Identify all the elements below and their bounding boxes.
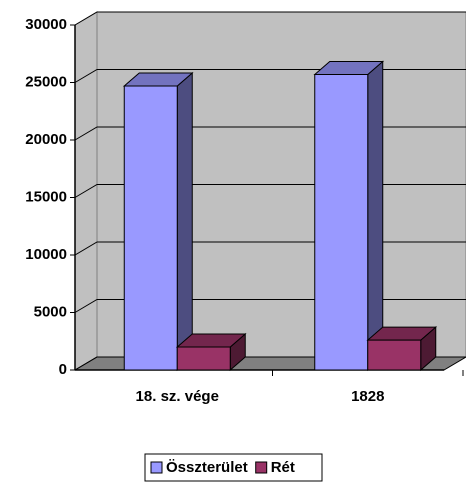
y-tick-label: 5000 [34,303,67,320]
grid-line [74,11,466,26]
y-tick-label: 10000 [25,246,67,263]
legend-box [144,453,323,482]
bar [366,326,438,372]
bar-side [367,60,384,372]
legend-swatch [255,461,268,474]
bar-front [367,339,422,371]
bar [313,60,385,372]
y-tick-label: 20000 [25,131,67,148]
legend-swatch [150,461,163,474]
bar-front [314,73,369,371]
x-tick-label: 18. sz. vége [136,388,219,405]
bar [122,71,194,372]
y-tick-label: 30000 [25,16,67,33]
legend-label: Rét [271,459,295,476]
y-tick-label: 15000 [25,188,67,205]
y-tick-label: 0 [59,361,67,378]
bar [175,332,247,372]
bar-side [176,71,193,372]
legend-label: Összterület [166,459,248,476]
bar-front [123,85,178,371]
x-tick-label: 1828 [351,388,384,405]
bar-front [176,346,231,371]
y-tick-label: 25000 [25,73,67,90]
